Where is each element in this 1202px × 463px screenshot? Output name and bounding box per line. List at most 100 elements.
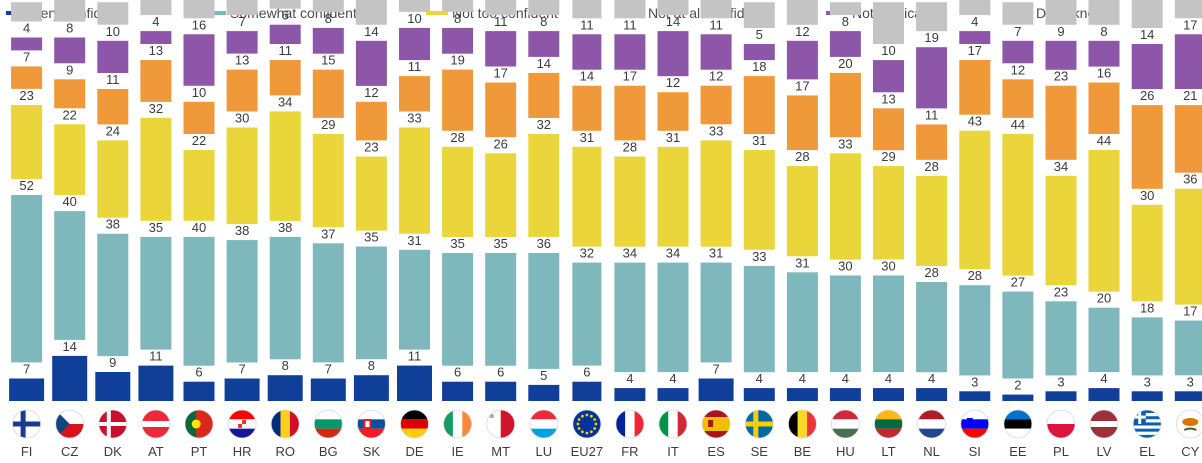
value-label-somewhat-confident-el: 18 xyxy=(1140,300,1154,315)
bar-not-too-confident-lu xyxy=(528,133,560,237)
hungary-flag-icon xyxy=(831,409,860,439)
bar-somewhat-confident-it xyxy=(657,262,689,373)
value-label-not-applicable-ie: 8 xyxy=(454,11,461,26)
category-label-lt: LT xyxy=(881,444,895,459)
croatia-flag-icon xyxy=(227,409,257,439)
bar-not-at-all-confident-de xyxy=(399,76,430,112)
category-label-pt: PT xyxy=(191,444,208,459)
bar-not-applicable-si xyxy=(959,31,991,44)
legend-swatch xyxy=(204,11,226,15)
value-label-not-applicable-eu27: 11 xyxy=(580,17,594,32)
category-label-es: ES xyxy=(707,444,725,459)
category-label-cz: CZ xyxy=(61,444,78,459)
value-label-very-confident-pt: 6 xyxy=(195,365,202,380)
bar-not-at-all-confident-cz xyxy=(54,79,86,109)
value-label-not-applicable-pt: 16 xyxy=(192,17,206,32)
bar-dont-know-at xyxy=(140,0,172,16)
value-label-not-too-confident-fi: 23 xyxy=(19,88,33,103)
value-label-not-at-all-confident-be: 17 xyxy=(795,78,809,93)
bar-very-confident-hr xyxy=(224,378,260,401)
bar-somewhat-confident-bg xyxy=(312,243,344,363)
value-label-somewhat-confident-mt: 35 xyxy=(493,236,507,251)
bar-not-applicable-pt xyxy=(183,34,215,86)
spain-flag-icon xyxy=(701,409,731,439)
czech-flag-icon xyxy=(55,409,85,439)
bar-not-at-all-confident-sk xyxy=(355,101,387,141)
bar-not-at-all-confident-bg xyxy=(312,69,344,118)
germany-flag-icon xyxy=(400,409,429,439)
bar-dont-know-de xyxy=(399,0,430,12)
bar-not-applicable-pl xyxy=(1045,40,1077,70)
bar-dont-know-lt xyxy=(873,2,904,45)
value-label-very-confident-ie: 6 xyxy=(454,365,461,380)
value-label-not-applicable-at: 4 xyxy=(152,14,159,29)
bar-not-at-all-confident-fr xyxy=(614,85,646,141)
category-label-lu: LU xyxy=(535,444,552,459)
value-label-not-at-all-confident-fr: 17 xyxy=(623,69,637,84)
bar-not-at-all-confident-hr xyxy=(226,69,258,112)
value-label-not-applicable-hr: 7 xyxy=(238,14,245,29)
value-label-not-applicable-es: 11 xyxy=(709,17,723,32)
category-label-cy: CY xyxy=(1181,444,1199,459)
value-label-somewhat-confident-lu: 36 xyxy=(537,236,551,251)
value-label-somewhat-confident-bg: 37 xyxy=(321,226,335,241)
value-label-somewhat-confident-ro: 38 xyxy=(278,220,292,235)
value-label-not-too-confident-pt: 22 xyxy=(192,133,206,148)
bar-not-too-confident-de xyxy=(399,127,430,234)
value-label-not-too-confident-dk: 24 xyxy=(106,123,120,138)
bar-not-at-all-confident-nl xyxy=(916,124,948,160)
value-label-not-applicable-el: 14 xyxy=(1140,27,1154,42)
portugal-flag-icon xyxy=(184,409,214,439)
bar-dont-know-pl xyxy=(1045,0,1077,25)
bar-very-confident-fi xyxy=(9,378,45,401)
bar-group-hr: 738301375 xyxy=(224,0,260,401)
bar-somewhat-confident-si xyxy=(959,285,991,376)
bar-very-confident-dk xyxy=(95,372,131,401)
slovenia-flag-icon xyxy=(960,409,990,439)
bar-group-at: 1135321345 xyxy=(138,0,174,401)
bar-group-fr: 4342817116 xyxy=(614,0,646,401)
value-label-not-applicable-dk: 10 xyxy=(106,24,120,39)
bar-not-applicable-sk xyxy=(355,40,387,86)
category-label-dk: DK xyxy=(104,444,122,459)
bar-not-at-all-confident-be xyxy=(786,95,818,151)
bar-somewhat-confident-cz xyxy=(54,211,86,340)
bar-not-too-confident-el xyxy=(1131,204,1163,302)
bar-not-at-all-confident-pt xyxy=(183,101,215,134)
value-label-very-confident-hu: 4 xyxy=(842,371,849,386)
bar-dont-know-el xyxy=(1131,0,1163,28)
value-label-somewhat-confident-sk: 35 xyxy=(364,230,378,245)
category-label-hu: HU xyxy=(836,444,855,459)
bar-not-applicable-dk xyxy=(97,40,129,73)
value-label-very-confident-be: 4 xyxy=(799,371,806,386)
bar-somewhat-confident-fr xyxy=(614,262,646,373)
bar-somewhat-confident-se xyxy=(743,265,775,373)
category-label-si: SI xyxy=(969,444,981,459)
value-label-not-too-confident-de: 33 xyxy=(407,111,421,126)
bar-not-too-confident-es xyxy=(700,140,732,247)
bar-dont-know-ie xyxy=(442,0,474,12)
bar-very-confident-de xyxy=(397,365,432,401)
value-label-not-applicable-sk: 14 xyxy=(364,24,378,39)
bar-very-confident-nl xyxy=(916,388,948,401)
value-label-somewhat-confident-hu: 30 xyxy=(838,259,852,274)
bar-very-confident-el xyxy=(1131,391,1163,401)
value-label-very-confident-pl: 3 xyxy=(1057,374,1064,389)
bar-not-at-all-confident-ro xyxy=(269,60,301,96)
bar-very-confident-lu xyxy=(528,384,560,401)
bar-group-dk: 9382411107 xyxy=(95,0,131,401)
value-label-somewhat-confident-pt: 40 xyxy=(192,220,206,235)
value-label-very-confident-lu: 5 xyxy=(540,368,547,383)
category-label-hr: HR xyxy=(233,444,252,459)
value-label-not-too-confident-eu27: 31 xyxy=(580,130,594,145)
bar-not-at-all-confident-se xyxy=(743,76,775,135)
bar-not-at-all-confident-cy xyxy=(1174,105,1202,173)
bar-not-too-confident-lv xyxy=(1088,150,1120,292)
value-label-not-applicable-nl: 19 xyxy=(924,30,938,45)
value-label-not-applicable-lu: 8 xyxy=(540,14,547,29)
bar-group-it: 4343112145 xyxy=(657,0,689,401)
bar-somewhat-confident-mt xyxy=(485,253,517,366)
bar-very-confident-fr xyxy=(614,388,646,401)
value-label-not-too-confident-pl: 34 xyxy=(1054,159,1068,174)
value-label-very-confident-es: 7 xyxy=(712,362,719,377)
